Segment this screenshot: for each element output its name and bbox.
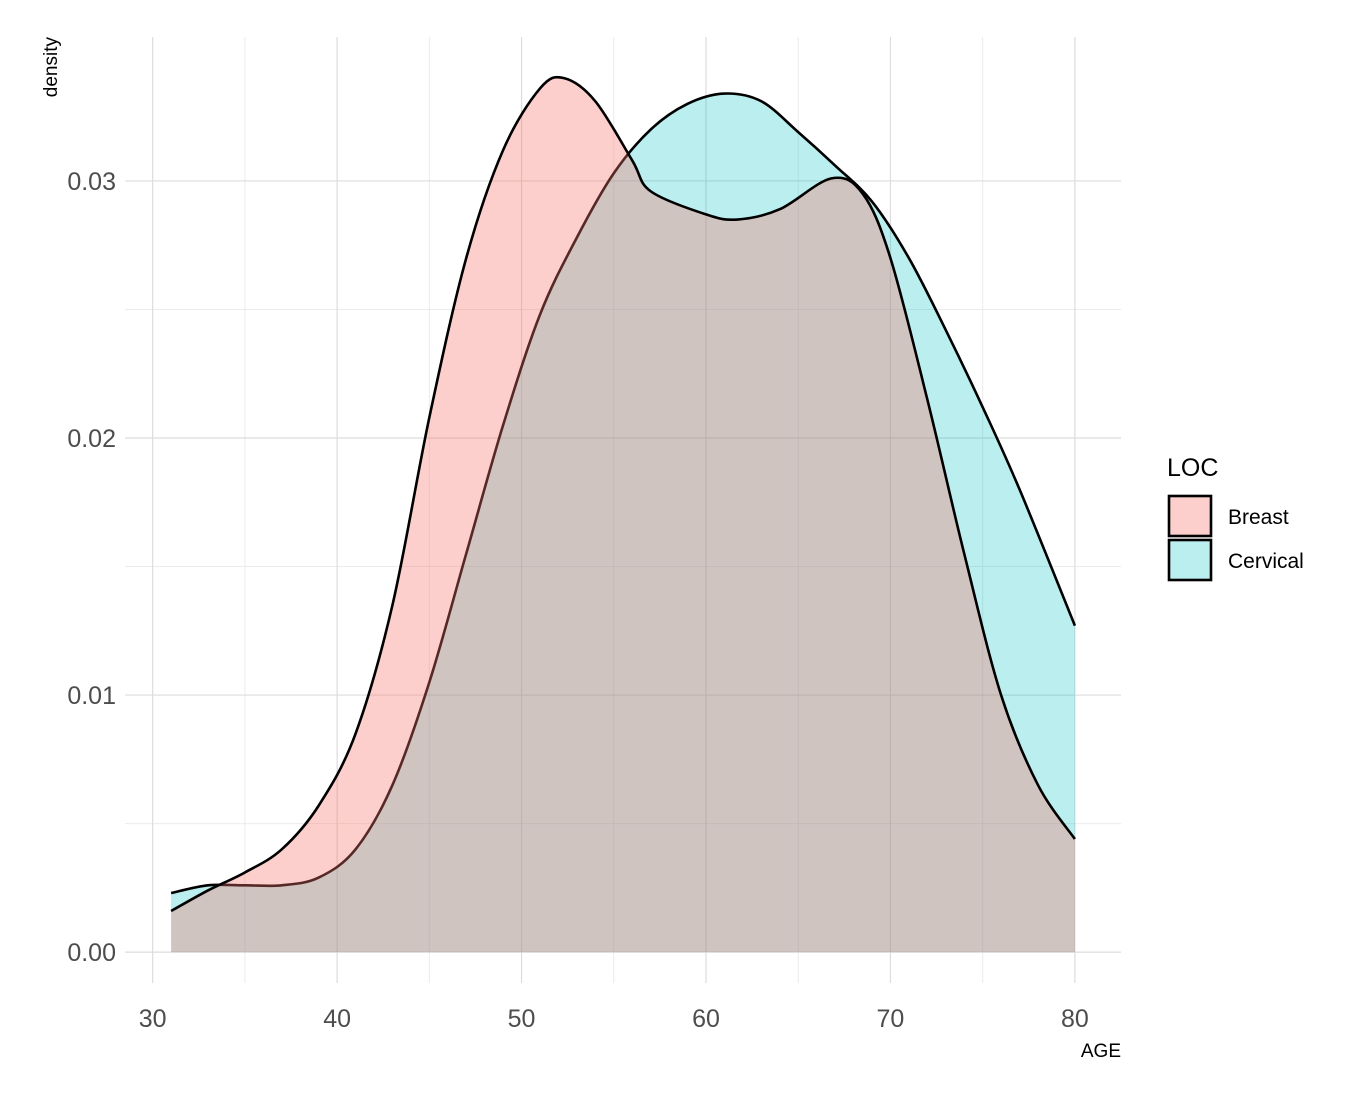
legend: LOC Breast Cervical [1167, 454, 1304, 582]
x-tick-label: 70 [877, 1005, 905, 1033]
x-tick-label: 40 [323, 1005, 351, 1033]
x-axis-tick-labels: 30 40 50 60 70 80 [139, 1005, 1089, 1033]
legend-key-bg-breast [1169, 496, 1211, 536]
y-tick-label: 0.02 [67, 425, 116, 453]
legend-label-breast: Breast [1228, 506, 1289, 529]
y-tick-label: 0.01 [67, 682, 116, 710]
major-gridlines [125, 37, 1121, 983]
x-tick-label: 60 [692, 1005, 720, 1033]
legend-label-cervical: Cervical [1228, 550, 1304, 573]
x-axis-title: AGE [1081, 1041, 1121, 1062]
density-area-cervical [171, 93, 1075, 953]
legend-key-bg-cervical [1169, 540, 1211, 580]
density-area-breast [171, 77, 1075, 953]
y-tick-label: 0.03 [67, 168, 116, 196]
density-areas [170, 75, 1077, 953]
minor-gridlines [125, 37, 1121, 983]
legend-items: Breast Cervical [1167, 494, 1304, 582]
x-tick-label: 80 [1061, 1005, 1089, 1033]
x-tick-label: 50 [508, 1005, 536, 1033]
y-tick-label: 0.00 [67, 939, 116, 967]
y-axis-tick-labels: 0.00 0.01 0.02 0.03 [67, 168, 116, 967]
density-line-cervical [170, 92, 1077, 895]
y-axis-title: density [41, 37, 62, 98]
legend-key-breast [1167, 494, 1213, 538]
density-line-breast [170, 75, 1076, 913]
legend-title: LOC [1167, 454, 1218, 482]
legend-key-cervical [1167, 538, 1213, 582]
x-tick-label: 30 [139, 1005, 167, 1033]
